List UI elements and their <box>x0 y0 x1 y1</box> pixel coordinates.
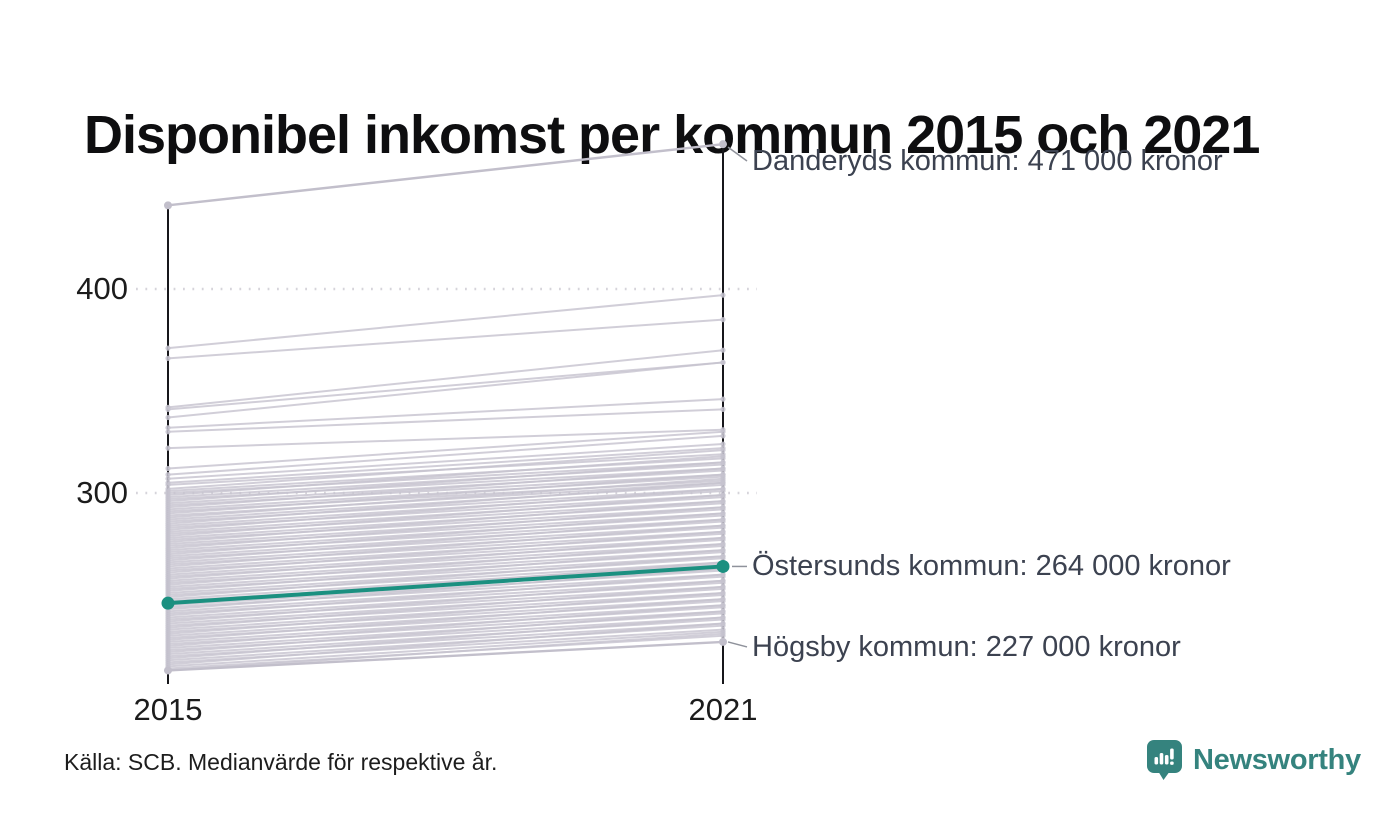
brand-name: Newsworthy <box>1193 743 1361 776</box>
y-axis-tick-400: 400 <box>76 271 128 306</box>
annotation-ostersund: Östersunds kommun: 264 000 kronor <box>752 550 1231 582</box>
brand-lockup: Newsworthy <box>1146 739 1361 781</box>
annotation-danderyd: Danderyds kommun: 471 000 kronor <box>752 145 1223 177</box>
x-axis-label-2015: 2015 <box>133 692 203 727</box>
newsworthy-bubble-barchart-icon <box>1147 740 1182 780</box>
annotation-hogsby: Högsby kommun: 227 000 kronor <box>752 631 1181 663</box>
y-axis-tick-300: 300 <box>76 475 128 510</box>
source-note: Källa: SCB. Medianvärde för respektive å… <box>64 749 498 775</box>
chart-title: Disponibel inkomst per kommun 2015 och 2… <box>84 105 1260 166</box>
x-axis-label-2021: 2021 <box>688 692 758 727</box>
